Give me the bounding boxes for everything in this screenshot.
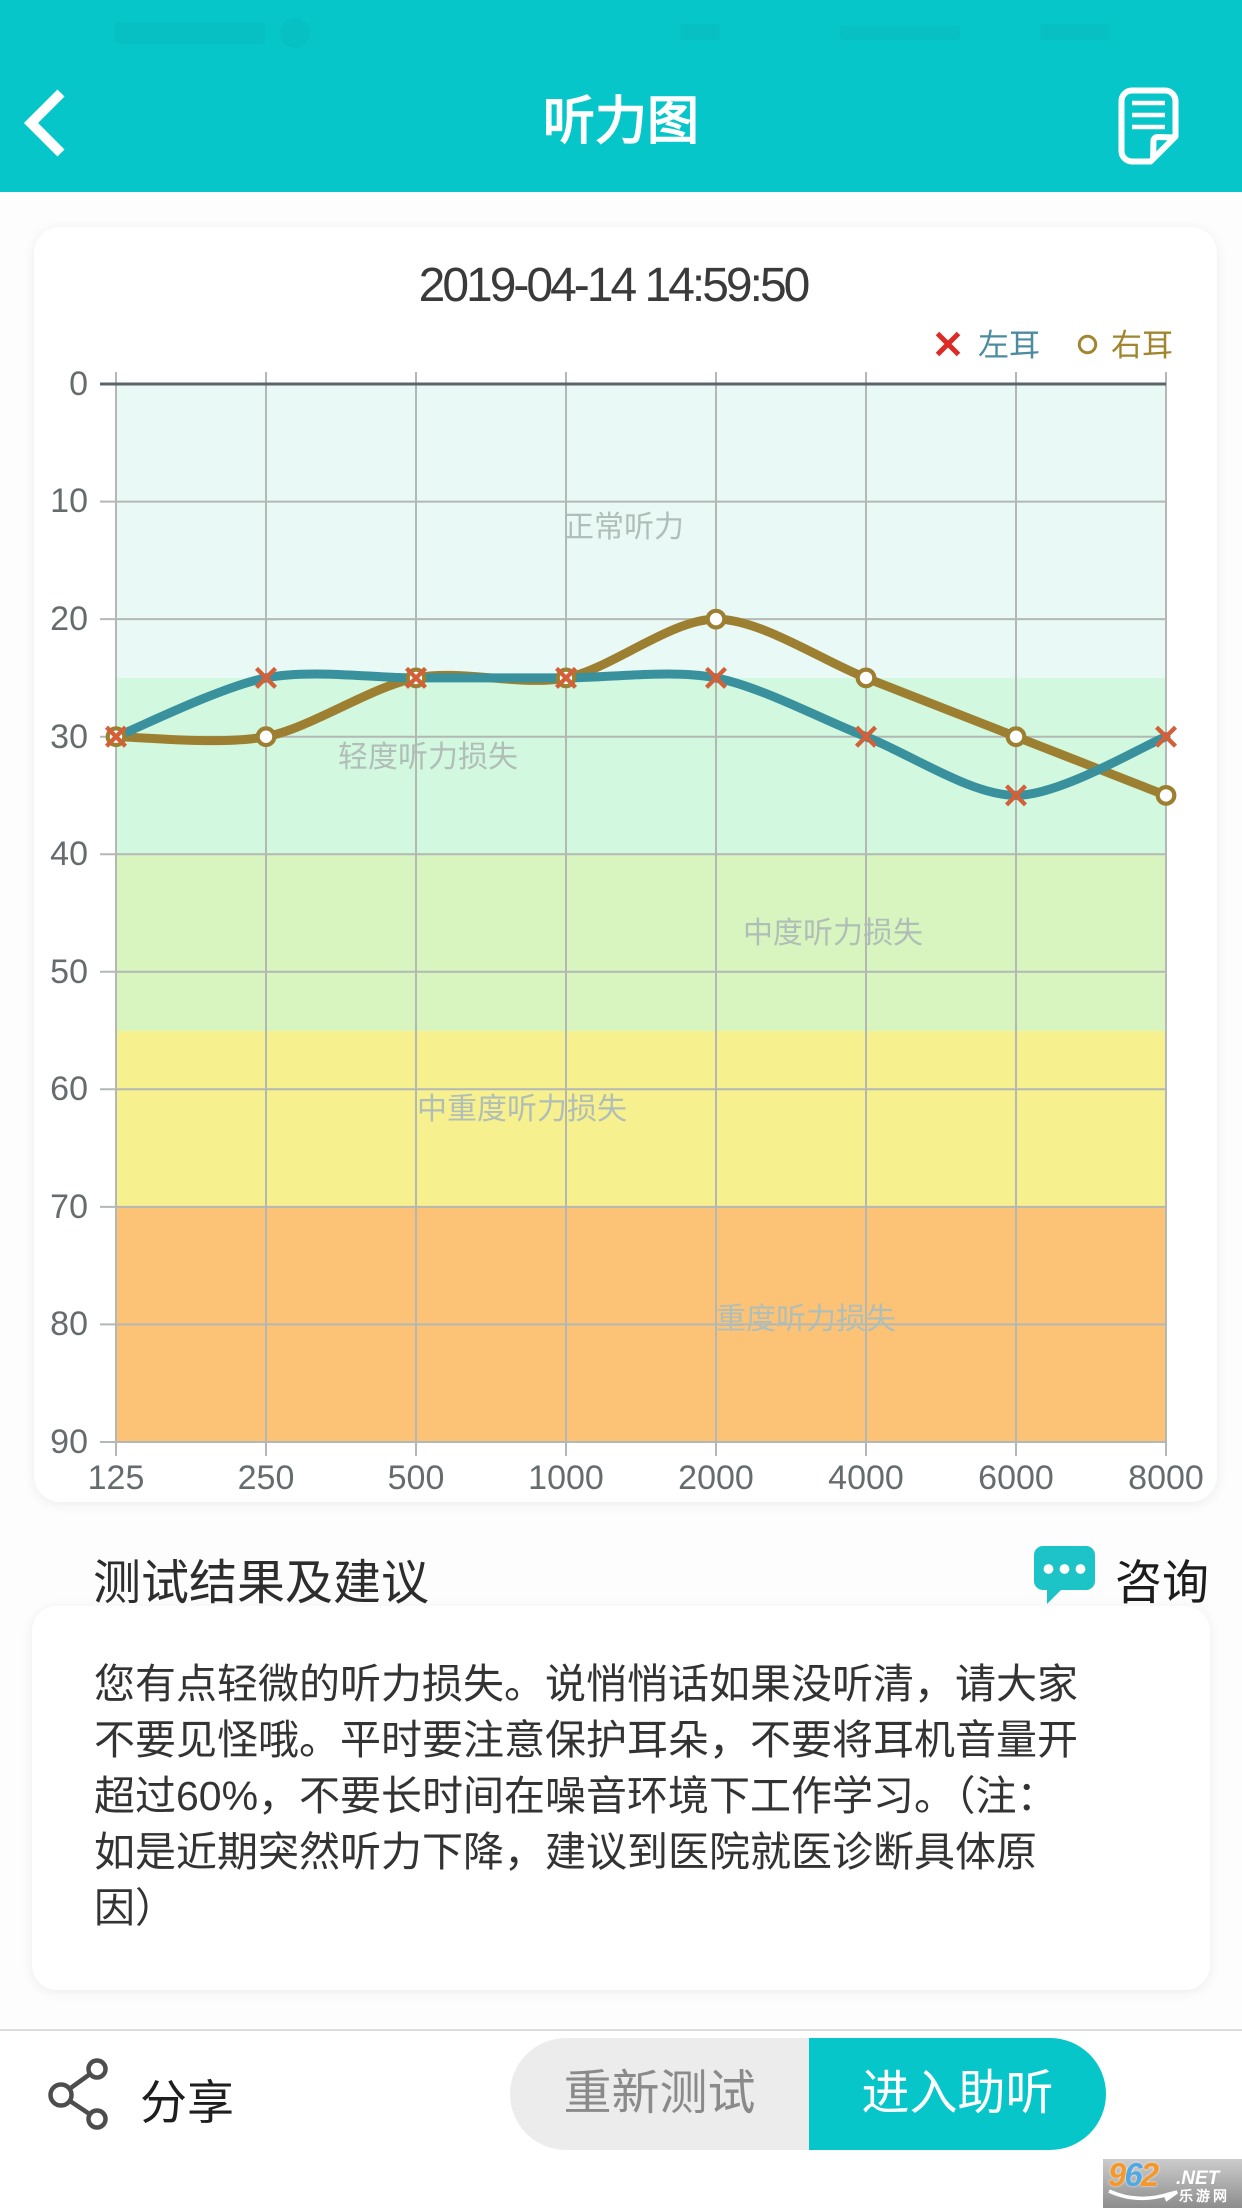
svg-text:70: 70: [50, 1188, 88, 1226]
svg-text:125: 125: [88, 1459, 145, 1497]
svg-text:1000: 1000: [528, 1459, 604, 1497]
svg-text:2000: 2000: [678, 1459, 754, 1497]
svg-text:0: 0: [69, 365, 88, 403]
svg-text:50: 50: [50, 953, 88, 991]
svg-text:正常听力: 正常听力: [564, 511, 684, 544]
svg-text:20: 20: [50, 600, 88, 638]
svg-text:中重度听力损失: 中重度听力损失: [417, 1093, 627, 1126]
svg-text:轻度听力损失: 轻度听力损失: [338, 741, 518, 774]
svg-text:30: 30: [50, 718, 88, 756]
svg-text:80: 80: [50, 1305, 88, 1343]
svg-text:右耳: 右耳: [1111, 328, 1173, 363]
svg-text:90: 90: [50, 1423, 88, 1461]
svg-text:500: 500: [388, 1459, 445, 1497]
svg-text:10: 10: [50, 482, 88, 520]
svg-text:6000: 6000: [978, 1459, 1054, 1497]
svg-text:中度听力损失: 中度听力损失: [743, 917, 923, 950]
svg-text:4000: 4000: [828, 1459, 904, 1497]
svg-text:250: 250: [238, 1459, 295, 1497]
svg-text:40: 40: [50, 835, 88, 873]
svg-text:重度听力损失: 重度听力损失: [716, 1303, 896, 1336]
svg-text:60: 60: [50, 1070, 88, 1108]
svg-text:8000: 8000: [1128, 1459, 1204, 1497]
svg-text:左耳: 左耳: [978, 328, 1040, 363]
